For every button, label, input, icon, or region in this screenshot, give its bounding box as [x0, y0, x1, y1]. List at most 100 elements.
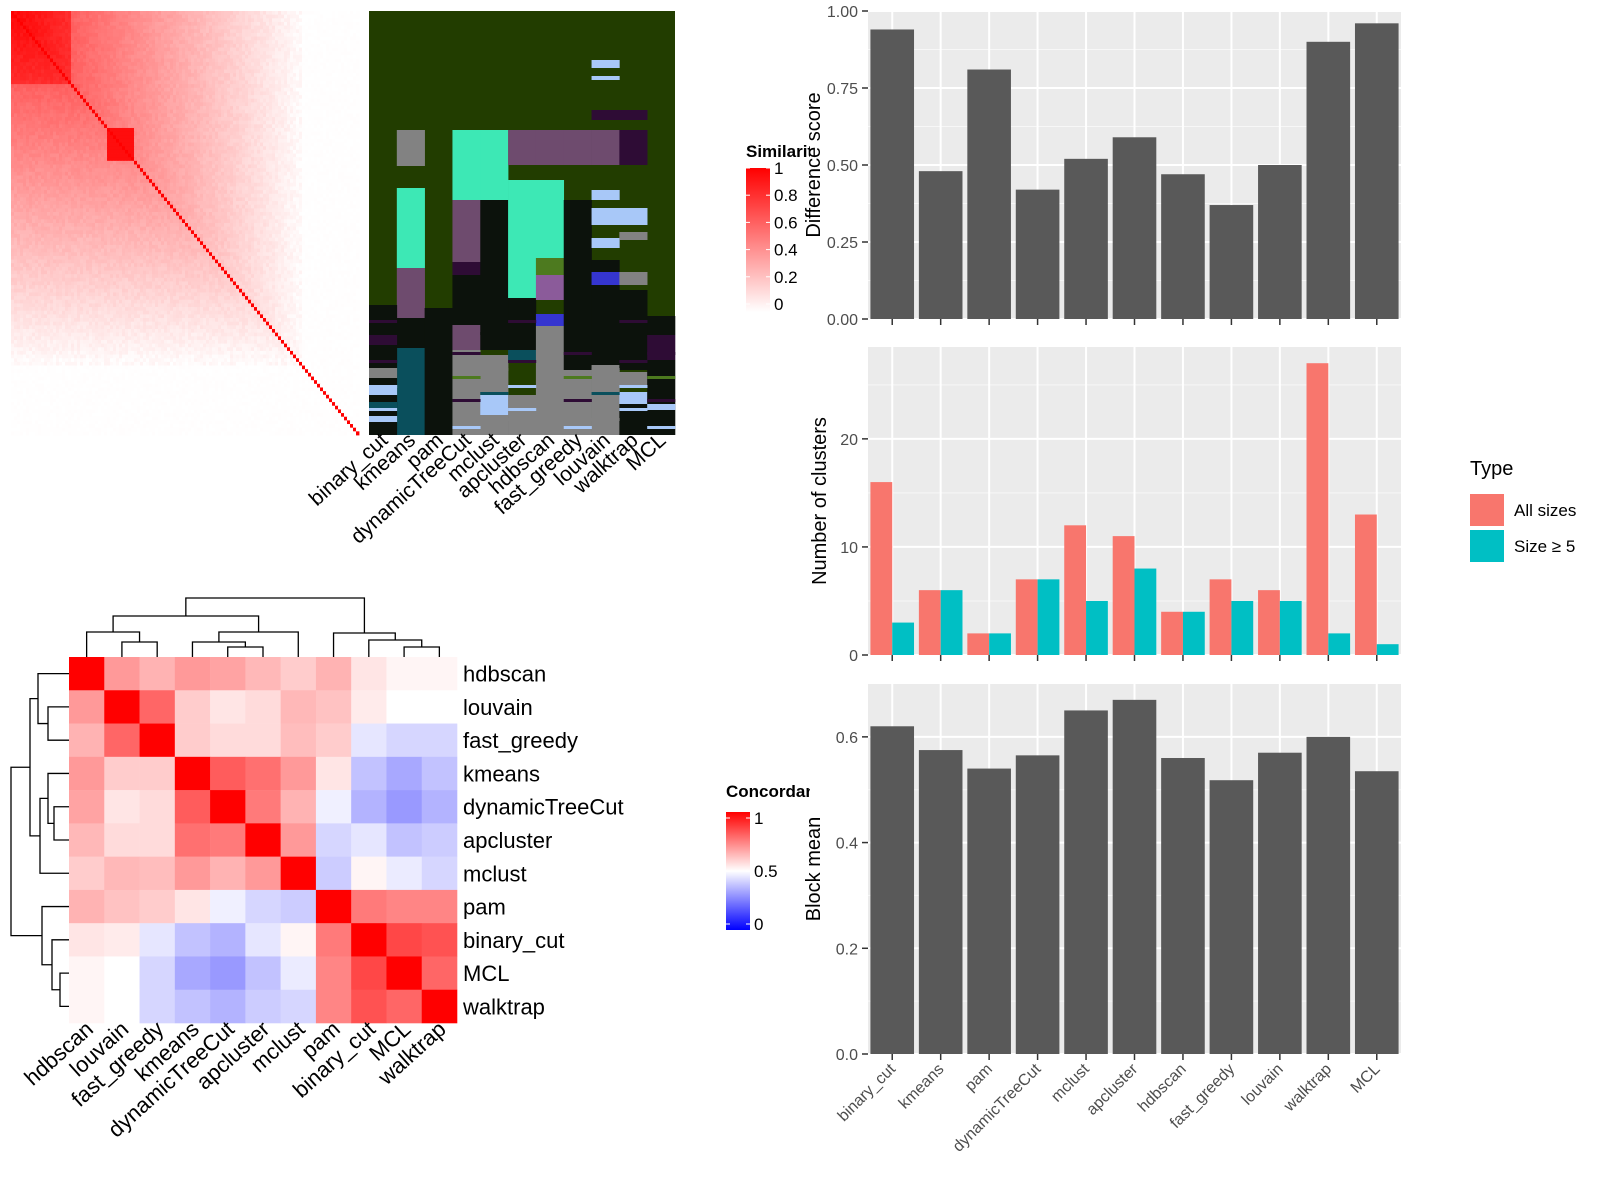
concordance-cell-binary_cut-MCL	[386, 923, 423, 957]
similarity-legend: Similarity 1 0.8 0.6 0.4 0.2 0	[746, 142, 810, 314]
bar-kmeans	[918, 750, 963, 1054]
concordance-row-label-dynamicTreeCut: dynamicTreeCut	[463, 795, 624, 820]
concordance-cell-dynamicTreeCut-binary_cut	[351, 790, 387, 824]
concordance-cell-louvain-MCL	[386, 690, 423, 724]
concordance-cell-apcluster-apcluster	[245, 823, 281, 857]
concordance-cell-kmeans-hdbscan	[69, 756, 105, 791]
concordance-cell-binary_cut-walktrap	[421, 923, 458, 957]
concordance-cell-mclust-binary_cut	[351, 856, 387, 891]
concordance-row-label-mclust: mclust	[463, 861, 527, 886]
concordance-cell-apcluster-louvain	[104, 823, 140, 857]
y-axis-label: Difference score	[803, 92, 825, 237]
concordance-cell-louvain-kmeans	[174, 690, 211, 724]
number-of-clusters-chart: 0 10 20 Number of clusters	[809, 347, 1401, 665]
bar-dynamicTreeCut	[1015, 755, 1060, 1054]
concordance-cell-fast_greedy-hdbscan	[69, 723, 105, 758]
concordance-cell-mclust-hdbscan	[69, 856, 105, 891]
bar-apcluster	[1112, 137, 1157, 319]
concordance-cell-louvain-pam	[315, 690, 352, 724]
concordance-cell-binary_cut-louvain	[104, 923, 140, 957]
similarity-legend-tick: 0.2	[774, 268, 798, 287]
bar-hdbscan	[1161, 174, 1205, 319]
y-tick-label: 0.25	[827, 235, 858, 252]
concordance-cell-walktrap-dynamicTreeCut	[210, 989, 246, 1024]
bar-MCL-all-sizes	[1354, 514, 1377, 655]
concordance-cell-MCL-louvain	[104, 956, 140, 991]
concordance-cell-walktrap-mclust	[280, 989, 317, 1024]
concordance-cell-hdbscan-dynamicTreeCut	[210, 657, 246, 691]
concordance-legend-tick: 0	[754, 915, 763, 934]
bar-hdbscan-size-5	[1182, 611, 1205, 655]
concordance-cell-mclust-louvain	[104, 856, 140, 891]
bar-walktrap	[1306, 736, 1351, 1054]
concordance-cell-louvain-dynamicTreeCut	[210, 690, 246, 724]
concordance-cell-dynamicTreeCut-apcluster	[245, 790, 281, 824]
concordance-cell-fast_greedy-apcluster	[245, 723, 281, 758]
concordance-row-label-binary_cut: binary_cut	[463, 928, 565, 953]
concordance-cell-MCL-dynamicTreeCut	[210, 956, 246, 991]
concordance-cell-kmeans-walktrap	[421, 756, 458, 791]
y-tick-label: 10	[840, 540, 858, 557]
concordance-row-label-louvain: louvain	[463, 695, 533, 720]
concordance-cell-walktrap-binary_cut	[351, 989, 387, 1024]
row-dendrogram	[10, 672, 69, 1008]
concordance-cell-MCL-walktrap	[421, 956, 458, 991]
concordance-cell-binary_cut-mclust	[280, 923, 317, 957]
x-tick-label-dynamicTreeCut: dynamicTreeCut	[950, 1060, 1045, 1155]
legend-swatch-size-5	[1470, 530, 1504, 562]
concordance-cell-dynamicTreeCut-dynamicTreeCut	[210, 790, 246, 824]
concordance-cell-apcluster-binary_cut	[351, 823, 387, 857]
y-axis-label: Block mean	[803, 817, 825, 922]
concordance-legend-tick: 1	[754, 809, 763, 828]
concordance-cell-mclust-fast_greedy	[139, 856, 176, 891]
concordance-cell-kmeans-binary_cut	[351, 756, 387, 791]
concordance-cell-mclust-walktrap	[421, 856, 458, 891]
y-tick-label: 0.4	[836, 836, 858, 853]
bar-fast_greedy	[1209, 780, 1254, 1054]
y-tick-label: 0.75	[827, 81, 858, 98]
bar-fast_greedy-size-5	[1231, 600, 1254, 655]
concordance-cell-fast_greedy-louvain	[104, 723, 140, 758]
concordance-cell-walktrap-louvain	[104, 989, 140, 1024]
concordance-cell-hdbscan-MCL	[386, 657, 423, 691]
concordance-cell-binary_cut-fast_greedy	[139, 923, 176, 957]
bar-mclust	[1064, 710, 1108, 1054]
concordance-cell-louvain-louvain	[104, 690, 140, 724]
concordance-cell-kmeans-mclust	[280, 756, 317, 791]
bar-MCL-size-5	[1376, 644, 1399, 655]
concordance-cell-mclust-MCL	[386, 856, 423, 891]
y-tick-label: 0.00	[827, 312, 858, 329]
concordance-cell-pam-hdbscan	[69, 889, 105, 924]
y-tick-label: 0.0	[836, 1047, 858, 1064]
concordance-cell-pam-fast_greedy	[139, 889, 176, 924]
x-tick-label-mclust: mclust	[1048, 1060, 1093, 1105]
bar-kmeans-size-5	[940, 590, 963, 655]
x-tick-label-kmeans: kmeans	[896, 1061, 948, 1113]
concordance-cell-pam-MCL	[386, 889, 423, 924]
concordance-cell-hdbscan-apcluster	[245, 657, 281, 691]
y-tick-label: 0.50	[827, 158, 858, 175]
bar-walktrap-size-5	[1328, 633, 1351, 655]
concordance-cell-binary_cut-binary_cut	[351, 923, 387, 957]
bar-louvain	[1258, 165, 1302, 319]
concordance-legend: Concordance 1 0.5 0	[726, 782, 810, 934]
y-axis-label: Number of clusters	[809, 417, 831, 585]
concordance-cell-kmeans-kmeans	[174, 756, 211, 791]
bar-pam-size-5	[989, 633, 1011, 655]
concordance-cell-pam-walktrap	[421, 889, 458, 924]
bar-hdbscan	[1161, 758, 1205, 1054]
x-tick-label-binary_cut: binary_cut	[835, 1060, 900, 1125]
bar-kmeans	[918, 171, 963, 319]
concordance-cell-hdbscan-louvain	[104, 657, 140, 691]
concordance-cell-MCL-mclust	[280, 956, 317, 991]
concordance-cell-walktrap-pam	[315, 989, 352, 1024]
concordance-cell-pam-binary_cut	[351, 889, 387, 924]
concordance-cell-walktrap-fast_greedy	[139, 989, 176, 1024]
concordance-cell-fast_greedy-MCL	[386, 723, 423, 758]
bar-apcluster-all-sizes	[1112, 536, 1135, 655]
concordance-cell-apcluster-walktrap	[421, 823, 458, 857]
legend-label-all-sizes: All sizes	[1514, 501, 1576, 520]
bar-fast_greedy-all-sizes	[1209, 579, 1232, 655]
concordance-cell-louvain-hdbscan	[69, 690, 105, 724]
